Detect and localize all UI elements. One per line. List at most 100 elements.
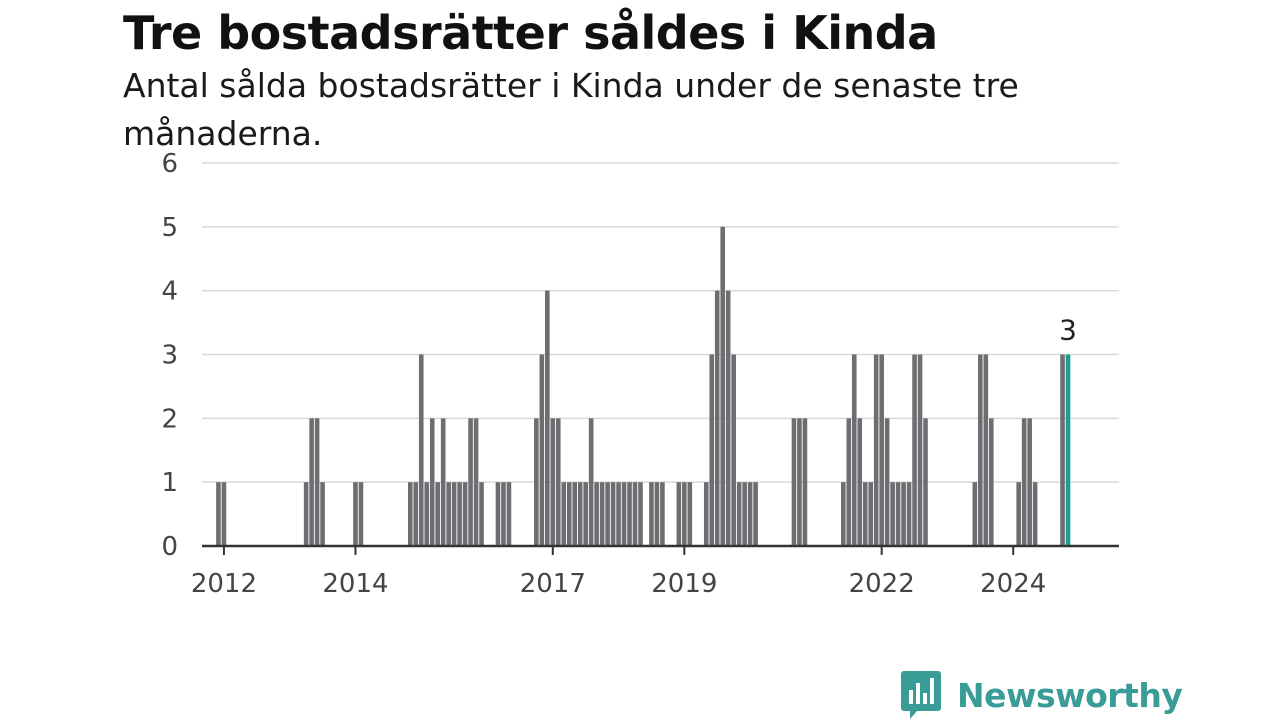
bar xyxy=(862,482,868,546)
y-tick-label: 2 xyxy=(161,404,178,434)
brand-name: Newsworthy xyxy=(957,675,1183,715)
bar xyxy=(216,482,221,546)
bar-chart: 0 1 2 3 4 5 6 2012 2014 2017 2019 2022 2024 3 xyxy=(161,149,1119,599)
bar xyxy=(687,482,693,546)
bar xyxy=(561,482,567,546)
bar xyxy=(682,482,687,546)
bar xyxy=(901,482,906,546)
bar xyxy=(435,482,440,546)
bar xyxy=(501,482,506,546)
bar xyxy=(747,482,753,546)
bar xyxy=(309,418,314,546)
bar xyxy=(358,482,364,546)
bar xyxy=(566,482,572,546)
bar xyxy=(846,418,852,546)
bar xyxy=(797,418,802,546)
bar xyxy=(709,354,715,546)
bar xyxy=(638,482,643,546)
bar xyxy=(714,290,720,546)
bar xyxy=(1021,418,1027,546)
bar xyxy=(654,482,660,546)
y-tick-label: 5 xyxy=(161,213,178,243)
bar xyxy=(479,482,484,546)
bar xyxy=(413,482,419,546)
y-tick-label: 0 xyxy=(161,532,178,562)
bar xyxy=(577,482,583,546)
bar xyxy=(840,482,846,546)
data-label: 3 xyxy=(1059,314,1077,347)
bar xyxy=(649,482,654,546)
bar xyxy=(473,418,479,546)
bar xyxy=(594,482,599,546)
bar-chart-speech-bubble-icon xyxy=(901,671,941,719)
bar xyxy=(632,482,638,546)
bar xyxy=(912,354,917,546)
bar xyxy=(660,482,665,546)
bar xyxy=(539,354,545,546)
bar xyxy=(610,482,616,546)
bar xyxy=(545,290,550,546)
y-tick-label: 3 xyxy=(161,341,178,371)
chart-subtitle: Antal sålda bostadsrätter i Kinda under … xyxy=(123,66,1019,153)
bar xyxy=(429,418,435,546)
bar xyxy=(1016,482,1021,546)
y-tick-label: 4 xyxy=(161,277,178,307)
bar xyxy=(983,354,989,546)
bar xyxy=(221,482,227,546)
bar xyxy=(446,482,451,546)
bar xyxy=(890,482,895,546)
bar xyxy=(353,482,358,546)
bar xyxy=(736,482,742,546)
bar xyxy=(676,482,682,546)
highlight-bar xyxy=(1065,354,1071,546)
bar xyxy=(506,482,512,546)
bar xyxy=(906,482,912,546)
x-tick-label: 2017 xyxy=(520,569,586,599)
bar xyxy=(725,290,731,546)
bar xyxy=(583,482,588,546)
bar xyxy=(440,418,446,546)
bar xyxy=(917,354,923,546)
bar xyxy=(857,418,863,546)
y-tick-label: 6 xyxy=(161,149,178,179)
bar xyxy=(731,354,736,546)
bar xyxy=(314,418,320,546)
bar xyxy=(879,354,884,546)
bar xyxy=(1060,354,1065,546)
bar xyxy=(627,482,632,546)
bar xyxy=(407,482,413,546)
bar xyxy=(303,482,309,546)
bar xyxy=(495,482,501,546)
bar xyxy=(742,482,747,546)
bar xyxy=(978,354,983,546)
x-tick-label: 2012 xyxy=(191,569,257,599)
bar xyxy=(791,418,797,546)
bar xyxy=(320,482,325,546)
bar xyxy=(418,354,424,546)
newsworthy-logo: Newsworthy xyxy=(901,670,1183,720)
bar xyxy=(851,354,857,546)
bar xyxy=(868,482,873,546)
bar xyxy=(572,482,578,546)
bar xyxy=(884,418,890,546)
bar xyxy=(616,482,621,546)
bar xyxy=(468,418,473,546)
y-tick-label: 1 xyxy=(161,468,178,498)
bar xyxy=(802,418,808,546)
bar xyxy=(1027,418,1032,546)
bar xyxy=(462,482,468,546)
x-tick-label: 2019 xyxy=(651,569,717,599)
chart-title: Tre bostadsrätter såldes i Kinda xyxy=(123,6,938,60)
bar xyxy=(621,482,627,546)
bar xyxy=(873,354,879,546)
bar xyxy=(457,482,462,546)
bar xyxy=(988,418,994,546)
bar xyxy=(534,418,539,546)
x-tick-label: 2014 xyxy=(322,569,388,599)
bar xyxy=(588,418,594,546)
bar xyxy=(753,482,758,546)
bar xyxy=(451,482,457,546)
bar xyxy=(895,482,901,546)
bar xyxy=(555,418,561,546)
bar xyxy=(599,482,605,546)
